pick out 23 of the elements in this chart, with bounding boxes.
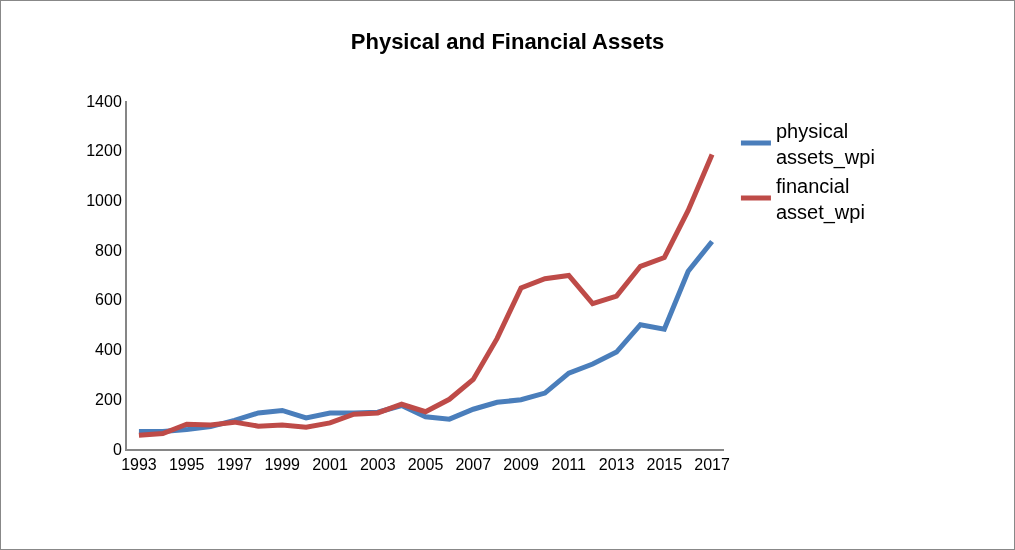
x-tick-label: 2009 <box>503 456 539 474</box>
y-tick-label: 800 <box>95 241 122 259</box>
y-tick-label: 0 <box>112 440 122 458</box>
x-tick-label: 2011 <box>551 456 587 474</box>
x-tick-label: 2013 <box>598 456 635 474</box>
y-tick-label: 1000 <box>86 192 122 210</box>
x-tick-label: 1999 <box>264 456 301 474</box>
y-tick-label: 400 <box>95 341 122 359</box>
x-tick-label: 2005 <box>407 456 444 474</box>
y-tick-label: 1400 <box>86 92 122 110</box>
x-tick-label: 1997 <box>216 456 253 474</box>
x-tick-label: 1995 <box>168 456 205 474</box>
y-tick-label: 600 <box>95 291 122 309</box>
x-tick-label: 2015 <box>646 456 683 474</box>
y-tick-label: 1200 <box>86 142 122 160</box>
x-tick-label: 2017 <box>694 456 730 474</box>
y-tick-label: 200 <box>95 390 122 408</box>
chart-title: Physical and Financial Assets <box>350 29 665 55</box>
x-tick-label: 2007 <box>455 456 492 474</box>
x-tick-label: 2001 <box>312 456 348 474</box>
x-tick-label: 2003 <box>359 456 396 474</box>
x-tick-label: 1993 <box>121 456 157 474</box>
legend-label: financial asset_wpi <box>775 174 865 224</box>
